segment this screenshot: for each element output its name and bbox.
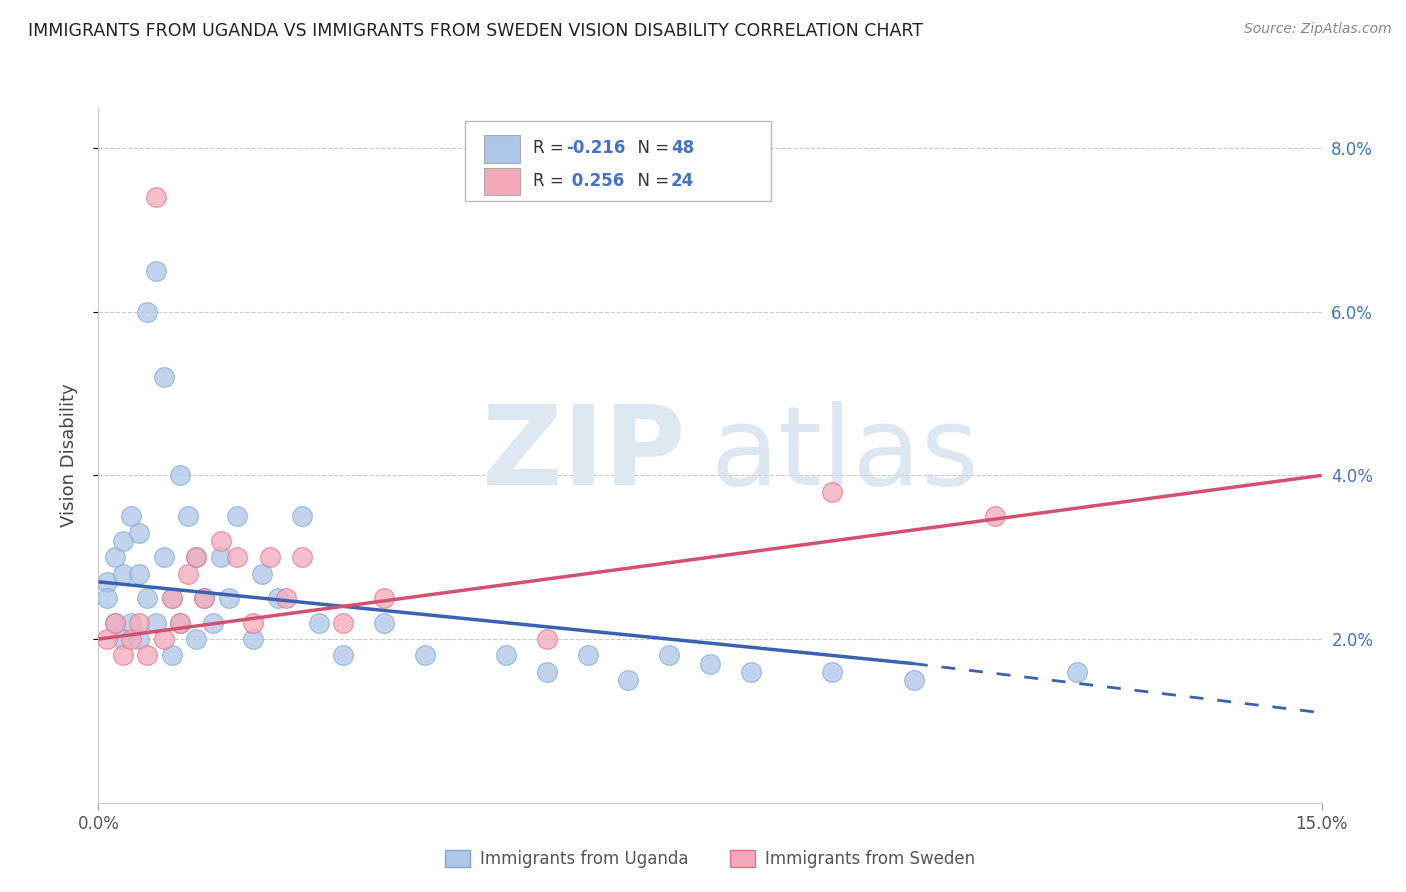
FancyBboxPatch shape — [465, 121, 772, 201]
Text: R =: R = — [533, 172, 568, 191]
Point — [145, 615, 167, 630]
Point — [177, 566, 200, 581]
Point — [536, 665, 558, 679]
Point — [495, 648, 517, 663]
Point — [658, 648, 681, 663]
Point — [267, 591, 290, 606]
Point — [152, 370, 174, 384]
Point — [699, 657, 721, 671]
Point — [152, 632, 174, 646]
Point — [96, 574, 118, 589]
Point — [120, 509, 142, 524]
Point — [104, 615, 127, 630]
Point — [111, 648, 134, 663]
Point — [169, 615, 191, 630]
Point — [332, 648, 354, 663]
Point — [104, 615, 127, 630]
Point — [274, 591, 297, 606]
Point — [128, 615, 150, 630]
Bar — [484, 168, 520, 195]
Point — [536, 632, 558, 646]
Legend: Immigrants from Uganda, Immigrants from Sweden: Immigrants from Uganda, Immigrants from … — [439, 843, 981, 874]
Point — [201, 615, 224, 630]
Point — [160, 591, 183, 606]
Point — [740, 665, 762, 679]
Point — [128, 566, 150, 581]
Point — [145, 190, 167, 204]
Text: 0.256: 0.256 — [565, 172, 624, 191]
Point — [226, 550, 249, 565]
Point — [332, 615, 354, 630]
Text: N =: N = — [627, 139, 675, 157]
Point — [160, 648, 183, 663]
Point — [617, 673, 640, 687]
Point — [291, 509, 314, 524]
Point — [145, 264, 167, 278]
Point — [128, 632, 150, 646]
Point — [242, 615, 264, 630]
Point — [1066, 665, 1088, 679]
Point — [136, 648, 159, 663]
Point — [169, 615, 191, 630]
Bar — [484, 135, 520, 162]
Point — [136, 304, 159, 318]
Point — [373, 615, 395, 630]
Point — [111, 632, 134, 646]
Point — [160, 591, 183, 606]
Point — [169, 468, 191, 483]
Point — [209, 533, 232, 548]
Point — [209, 550, 232, 565]
Point — [821, 484, 844, 499]
Point — [242, 632, 264, 646]
Point — [120, 632, 142, 646]
Point — [218, 591, 240, 606]
Text: R =: R = — [533, 139, 568, 157]
Point — [413, 648, 436, 663]
Point — [111, 533, 134, 548]
Point — [96, 632, 118, 646]
Point — [186, 632, 208, 646]
Point — [152, 550, 174, 565]
Point — [984, 509, 1007, 524]
Point — [373, 591, 395, 606]
Point — [903, 673, 925, 687]
Text: -0.216: -0.216 — [565, 139, 626, 157]
Point — [576, 648, 599, 663]
Text: Source: ZipAtlas.com: Source: ZipAtlas.com — [1244, 22, 1392, 37]
Point — [186, 550, 208, 565]
Text: ZIP: ZIP — [482, 401, 686, 508]
Point — [821, 665, 844, 679]
Point — [111, 566, 134, 581]
Point — [136, 591, 159, 606]
Point — [120, 615, 142, 630]
Text: atlas: atlas — [710, 401, 979, 508]
Text: N =: N = — [627, 172, 675, 191]
Y-axis label: Vision Disability: Vision Disability — [59, 383, 77, 527]
Point — [186, 550, 208, 565]
Text: IMMIGRANTS FROM UGANDA VS IMMIGRANTS FROM SWEDEN VISION DISABILITY CORRELATION C: IMMIGRANTS FROM UGANDA VS IMMIGRANTS FRO… — [28, 22, 924, 40]
Point — [291, 550, 314, 565]
Point — [177, 509, 200, 524]
Point — [193, 591, 215, 606]
Point — [250, 566, 273, 581]
Point — [193, 591, 215, 606]
Point — [96, 591, 118, 606]
Point — [308, 615, 330, 630]
Point — [226, 509, 249, 524]
Text: 24: 24 — [671, 172, 695, 191]
Point — [104, 550, 127, 565]
Point — [128, 525, 150, 540]
Point — [259, 550, 281, 565]
Text: 48: 48 — [671, 139, 695, 157]
